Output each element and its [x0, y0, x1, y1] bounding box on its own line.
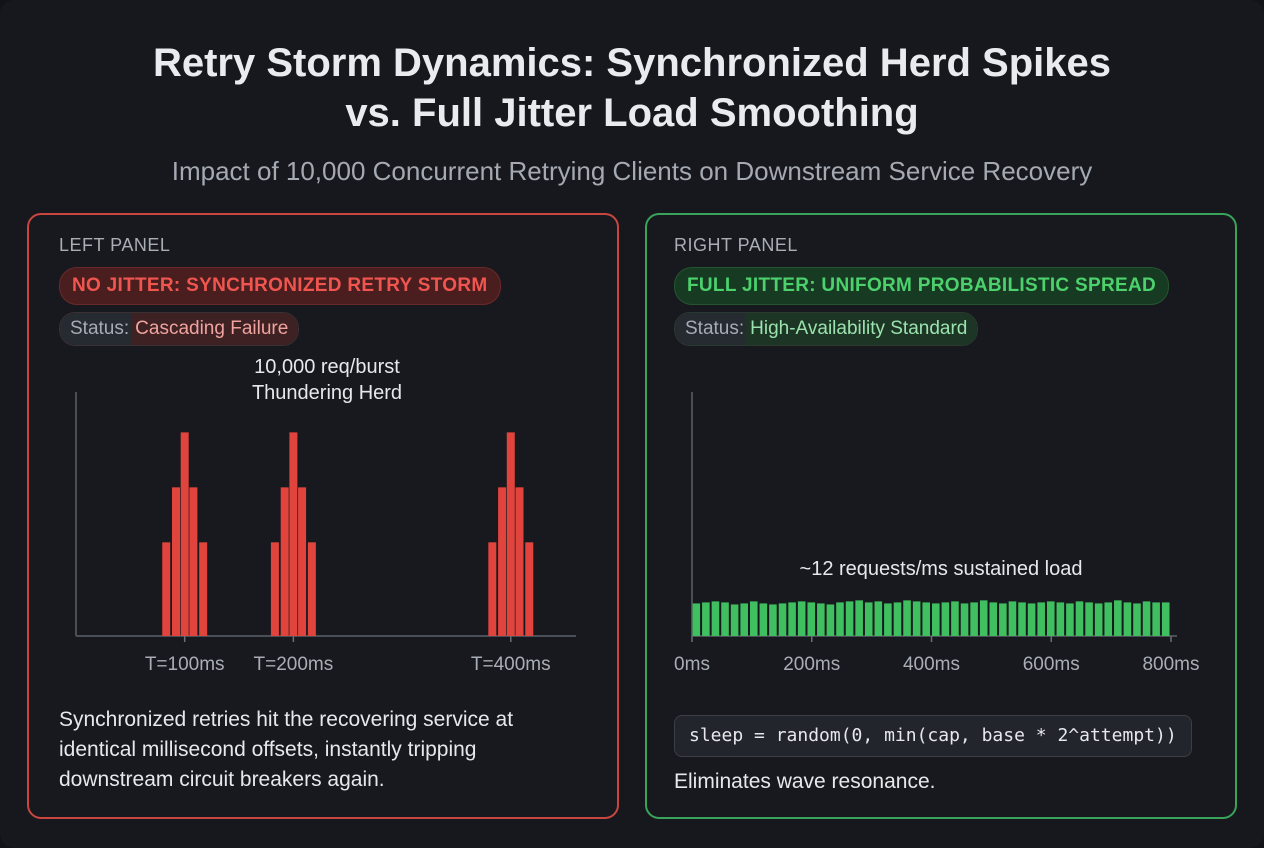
chart-bar	[1037, 602, 1045, 636]
chart-bar	[1161, 602, 1170, 636]
chart-bar	[1114, 600, 1122, 636]
chart-bar	[1046, 601, 1055, 636]
chart-bar	[903, 600, 911, 636]
chart-bar	[769, 604, 777, 636]
left-peak-annotation-line-1: 10,000 req/burst	[254, 356, 400, 378]
chart-bar	[1027, 603, 1036, 636]
chart-bar	[912, 601, 921, 636]
chart-bar	[970, 602, 978, 636]
chart-bar	[298, 487, 307, 636]
chart-bar	[989, 602, 998, 636]
title-line-1: Retry Storm Dynamics: Synchronized Herd …	[152, 41, 1112, 85]
right-footnote: Eliminates wave resonance.	[674, 770, 936, 793]
chart-bar	[845, 601, 854, 636]
chart-bar	[884, 603, 892, 636]
chart-bar	[749, 601, 758, 636]
right-panel-badge: FULL JITTER: UNIFORM PROBABILISTIC SPREA…	[674, 267, 1170, 305]
chart-bar	[922, 602, 931, 636]
chart-bar	[1066, 603, 1074, 636]
chart-bar	[864, 602, 873, 636]
left-panel-badge: NO JITTER: SYNCHRONIZED RETRY STORM	[59, 267, 501, 305]
chart-bar	[1104, 602, 1113, 636]
chart-bar	[855, 600, 863, 636]
right-chart: 0ms 200ms 400ms 600ms 800ms ~12 requests/ms s…	[674, 392, 1200, 675]
chart-bar	[1133, 603, 1141, 636]
left-chart: T=100ms T=200ms T=400ms 10,000 req/burst Thu…	[75, 356, 576, 675]
x-tick-label: 0ms	[674, 654, 710, 675]
chart-bar	[515, 487, 524, 636]
title-line-2: vs. Full Jitter Load Smoothing	[345, 91, 919, 135]
right-panel-label: RIGHT PANEL	[674, 235, 798, 255]
chart-bar	[498, 487, 507, 636]
right-load-annotation: ~12 requests/ms sustained load	[800, 558, 1083, 580]
x-tick-label: T=100ms	[145, 654, 225, 675]
chart-bar	[960, 603, 969, 636]
chart-bar	[740, 603, 748, 636]
chart-bar	[711, 601, 720, 636]
chart-bar	[999, 603, 1007, 636]
left-description: Synchronized retries hit the recovering …	[59, 708, 514, 791]
chart-bar	[702, 602, 710, 636]
chart-bar	[951, 601, 959, 636]
x-tick-label: 600ms	[1023, 654, 1080, 675]
chart-bar	[488, 542, 497, 636]
chart-bar	[172, 487, 180, 636]
left-panel-label: LEFT PANEL	[59, 235, 171, 255]
left-status-value: Cascading Failure	[131, 313, 299, 345]
chart-bar	[788, 602, 796, 636]
chart-bar	[506, 432, 515, 636]
left-panel: LEFT PANEL NO JITTER: SYNCHRONIZED RETRY…	[27, 213, 619, 819]
chart-bar	[836, 602, 844, 636]
x-tick-label: 200ms	[783, 654, 840, 675]
chart-bar	[692, 603, 701, 636]
chart-bar	[280, 487, 289, 636]
chart-bar	[1056, 602, 1065, 636]
chart-bar	[817, 603, 825, 636]
chart-bar	[189, 487, 198, 636]
left-status-pill: Status: Cascading Failure	[59, 312, 300, 346]
chart-bar	[270, 542, 279, 636]
chart-bar	[941, 602, 950, 636]
x-tick-label: T=400ms	[471, 654, 551, 675]
chart-bar	[1075, 601, 1084, 636]
page-subtitle: Impact of 10,000 Concurrent Retrying Cli…	[171, 156, 1093, 186]
chart-bar	[730, 604, 739, 636]
page-title: Retry Storm Dynamics: Synchronized Herd …	[0, 38, 1264, 138]
chart-bar	[1008, 601, 1017, 636]
chart-bar	[1018, 602, 1026, 636]
chart-bar	[807, 602, 816, 636]
x-tick-label: T=200ms	[254, 654, 334, 675]
chart-bar	[1152, 602, 1160, 636]
x-tick-label: 400ms	[903, 654, 960, 675]
right-panel: RIGHT PANEL FULL JITTER: UNIFORM PROBABI…	[645, 213, 1237, 819]
chart-bar	[759, 603, 768, 636]
chart-bar	[893, 602, 902, 636]
jitter-formula-code: sleep = random(0, min(cap, base * 2^atte…	[674, 715, 1192, 757]
chart-bar	[778, 603, 787, 636]
chart-bar	[162, 542, 171, 636]
chart-bar	[307, 542, 316, 636]
left-peak-annotation-line-2: Thundering Herd	[252, 382, 402, 404]
left-status-key: Status:	[60, 313, 132, 345]
chart-bar	[289, 432, 298, 636]
chart-bar	[797, 601, 806, 636]
chart-bar	[199, 542, 208, 636]
x-tick-label: 800ms	[1142, 654, 1199, 675]
right-status-value: High-Availability Standard	[746, 313, 978, 345]
chart-bar	[979, 600, 988, 636]
chart-bar	[874, 601, 883, 636]
chart-bar	[1085, 602, 1093, 636]
chart-bar	[525, 542, 534, 636]
right-status-key: Status:	[675, 313, 747, 345]
chart-bar	[826, 604, 835, 636]
chart-bar	[1123, 602, 1132, 636]
chart-bar	[1094, 603, 1103, 636]
chart-bar	[932, 603, 940, 636]
chart-bar	[1142, 601, 1151, 636]
right-status-pill: Status: High-Availability Standard	[674, 312, 979, 346]
chart-bar	[180, 432, 189, 636]
chart-bar	[721, 602, 729, 636]
